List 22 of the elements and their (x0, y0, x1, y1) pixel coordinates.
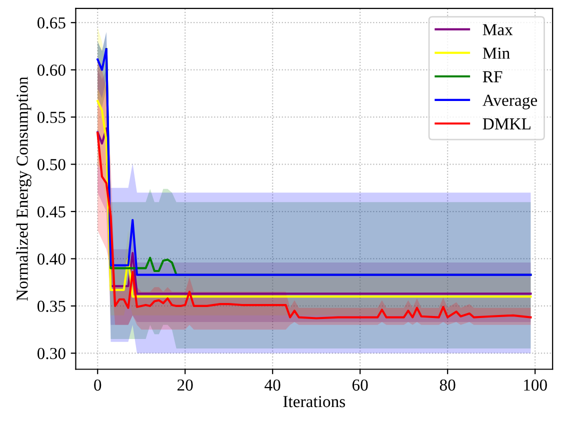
y-tick-label: 0.55 (37, 112, 66, 124)
line-series (96, 132, 532, 320)
legend-label: Average (482, 94, 538, 110)
y-axis-title: Normalized Energy Consumption (16, 76, 32, 301)
y-tick-label: 0.40 (37, 253, 66, 265)
x-axis-title: Iterations (283, 396, 346, 408)
y-tick-label: 0.45 (37, 206, 66, 218)
x-tick-label: 0 (94, 379, 102, 391)
legend-label: RF (482, 71, 502, 82)
y-tick-label: 0.35 (37, 300, 66, 312)
y-tick-label: 0.50 (37, 158, 66, 170)
x-tick-label: 80 (440, 379, 456, 391)
y-tick-label: 0.60 (37, 64, 66, 76)
y-tick-label: 0.65 (37, 17, 66, 29)
x-tick-label: 60 (352, 379, 368, 391)
x-tick-label: 40 (264, 379, 280, 391)
x-tick-label: 100 (524, 379, 547, 391)
y-tick-label: 0.30 (37, 348, 66, 360)
legend-label: Min (482, 48, 510, 59)
legend-label: DMKL (482, 118, 530, 130)
x-tick-label: 20 (178, 379, 193, 391)
legend-label: Max (482, 24, 513, 36)
